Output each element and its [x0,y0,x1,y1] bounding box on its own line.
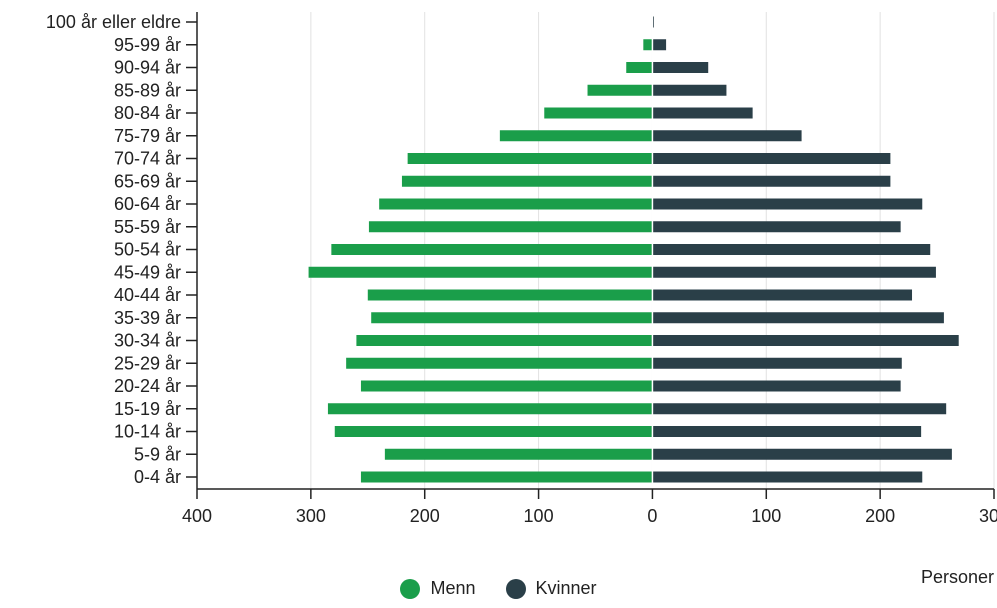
x-tick-label: 300 [979,506,997,526]
bar-menn [643,39,653,51]
bar-menn [356,335,653,346]
bar-menn [401,175,653,187]
bar-kvinner [652,380,901,392]
bars [308,12,959,489]
x-tick-label: 200 [865,506,895,526]
legend-item-menn[interactable]: Menn [400,578,476,599]
bar-kvinner [652,448,952,460]
bar-menn [360,380,653,392]
bar-menn [626,62,653,73]
bar-kvinner [652,471,923,483]
y-tick-label: 30-34 år [114,331,181,351]
legend-marker-menn [400,578,421,599]
bar-menn [367,289,653,301]
x-axis-labels: 400 300 200 100 0 100 200 300 [182,506,997,526]
bar-menn [334,426,653,437]
bar-kvinner [652,312,944,324]
y-tick-label: 60-64 år [114,194,181,214]
legend-item-kvinner[interactable]: Kvinner [505,578,597,599]
bar-kvinner [652,39,667,51]
bar-menn [407,153,653,164]
legend: Menn Kvinner [0,578,997,599]
bar-kvinner [652,221,901,233]
bar-menn [379,198,653,210]
bar-kvinner [652,198,923,210]
y-tick-label: 10-14 år [114,422,181,442]
bar-kvinner [652,266,936,278]
y-tick-label: 95-99 år [114,35,181,55]
x-axis-title: Personer [921,567,994,587]
bar-kvinner [652,84,727,96]
y-tick-label: 5-9 år [134,444,181,464]
y-tick-label: 70-74 år [114,149,181,169]
x-tick-label: 100 [524,506,554,526]
y-tick-label: 25-29 år [114,353,181,373]
x-tick-label: 300 [296,506,326,526]
y-tick-label: 85-89 år [114,80,181,100]
y-tick-label: 0-4 år [134,467,181,487]
bar-kvinner [652,426,922,437]
x-tick-label: 0 [647,506,657,526]
y-tick-label: 45-49 år [114,262,181,282]
bar-kvinner [652,107,753,119]
bar-kvinner [652,403,947,415]
y-tick-label: 100 år eller eldre [46,12,181,32]
y-tick-label: 80-84 år [114,103,181,123]
legend-label-menn: Menn [430,578,476,598]
bar-kvinner [652,175,891,187]
bar-menn [346,357,653,369]
y-tick-label: 65-69 år [114,171,181,191]
bar-menn [368,221,653,233]
bar-kvinner [652,357,902,369]
bar-menn [587,84,653,96]
y-tick-label: 40-44 år [114,285,181,305]
y-tick-label: 15-19 år [114,399,181,419]
axes [186,12,995,499]
bar-menn [384,448,653,460]
x-tick-label: 400 [182,506,212,526]
y-tick-label: 75-79 år [114,126,181,146]
bar-menn [308,266,653,278]
legend-label-kvinner: Kvinner [535,578,597,598]
bar-menn [371,312,653,324]
bar-menn [360,471,653,483]
bar-kvinner [652,130,802,142]
y-tick-label: 35-39 år [114,308,181,328]
y-tick-label: 20-24 år [114,376,181,396]
legend-marker-kvinner [505,578,526,599]
y-tick-label: 90-94 år [114,58,181,78]
bar-kvinner [652,244,931,255]
bar-kvinner [652,289,913,301]
bar-menn [499,130,653,142]
bar-kvinner [652,335,959,346]
y-tick-label: 50-54 år [114,240,181,260]
x-tick-label: 100 [751,506,781,526]
bar-menn [331,244,653,255]
bar-kvinner [652,153,891,164]
x-tick-label: 200 [410,506,440,526]
bar-kvinner [652,62,709,73]
bar-menn [544,107,653,119]
y-tick-label: 55-59 år [114,217,181,237]
bar-menn [327,403,653,415]
